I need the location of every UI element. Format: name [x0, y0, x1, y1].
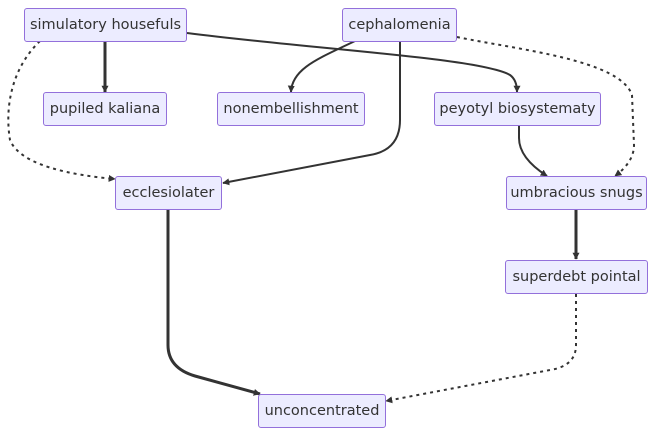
edge-cephalomenia-to-umbracious-snugs — [456, 36, 636, 177]
edge-superdebt-pointal-to-unconcentrated — [385, 294, 577, 404]
edge-ecclesiolater-to-unconcentrated — [166, 210, 261, 396]
node-simulatory-housefuls[interactable]: simulatory housefuls — [24, 8, 187, 42]
edge-simulatory-housefuls-to-ecclesiolater — [7, 40, 116, 182]
node-nonembellishment[interactable]: nonembellishment — [217, 92, 365, 126]
node-peyotyl-biosystematy[interactable]: peyotyl biosystematy — [434, 92, 601, 126]
node-unconcentrated[interactable]: unconcentrated — [258, 394, 386, 428]
node-cephalomenia[interactable]: cephalomenia — [342, 8, 457, 42]
node-superdebt-pointal[interactable]: superdebt pointal — [505, 260, 648, 294]
edge-cephalomenia-to-nonembellishment — [287, 40, 356, 93]
edge-cephalomenia-to-ecclesiolater — [222, 41, 401, 186]
edge-simulatory-housefuls-to-peyotyl-biosystematy — [186, 32, 521, 93]
node-ecclesiolater[interactable]: ecclesiolater — [115, 176, 222, 210]
node-umbracious-snugs[interactable]: umbracious snugs — [506, 176, 647, 210]
edge-peyotyl-biosystematy-to-umbracious-snugs — [518, 126, 548, 177]
node-pupiled-kaliana[interactable]: pupiled kaliana — [43, 92, 167, 126]
